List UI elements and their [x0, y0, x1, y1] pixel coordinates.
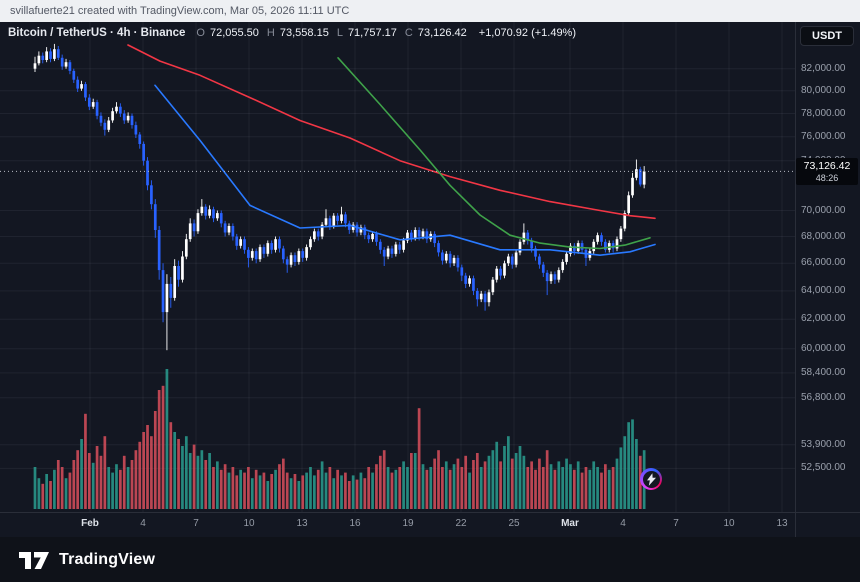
symbol-legend[interactable]: Bitcoin / TetherUS · 4h · Binance O 72,0…: [8, 27, 576, 39]
bottom-brand-bar: TradingView: [0, 537, 860, 582]
time-axis-label: 13: [296, 518, 308, 529]
time-axis-label: Mar: [561, 518, 579, 529]
time-axis-label: Feb: [81, 518, 99, 529]
lightning-button[interactable]: [640, 468, 662, 490]
time-axis-label: 16: [349, 518, 361, 529]
tradingview-logo-icon[interactable]: [17, 549, 51, 571]
price-axis-label: 76,000.00: [801, 130, 846, 142]
open-value: 72,055.50: [209, 27, 259, 39]
change-value: +1,070.92 (+1.49%): [478, 27, 577, 39]
attribution-bar: svillafuerte21 created with TradingView.…: [0, 0, 860, 22]
last-price-value: 73,126.42: [803, 160, 851, 173]
price-axis-label: 82,000.00: [801, 62, 846, 74]
last-price-label: 73,126.42 48:26: [796, 158, 858, 186]
symbol-title[interactable]: Bitcoin / TetherUS · 4h · Binance: [8, 27, 186, 39]
price-axis-label: 78,000.00: [801, 107, 846, 119]
time-axis-label: 4: [140, 518, 146, 529]
chart-pane[interactable]: [0, 22, 860, 537]
price-axis-label: 80,000.00: [801, 84, 846, 96]
lightning-icon: [642, 470, 660, 488]
price-axis-label: 64,000.00: [801, 284, 846, 296]
price-axis-label: 62,000.00: [801, 313, 846, 325]
time-axis-label: 10: [243, 518, 255, 529]
price-axis-label: 68,000.00: [801, 230, 846, 242]
price-axis-label: 66,000.00: [801, 257, 846, 269]
price-axis[interactable]: 82,000.0080,000.0078,000.0076,000.0074,0…: [796, 22, 860, 537]
open-label: O: [196, 27, 205, 39]
high-value: 73,558.15: [279, 27, 329, 39]
time-axis-label: 19: [402, 518, 414, 529]
close-label: C: [404, 27, 413, 39]
tradingview-wordmark[interactable]: TradingView: [59, 550, 156, 568]
time-axis-label: 4: [620, 518, 626, 529]
time-axis-label: 22: [455, 518, 467, 529]
close-value: 73,126.42: [417, 27, 467, 39]
low-label: L: [336, 27, 343, 39]
price-axis-label: 52,500.00: [801, 462, 846, 474]
chart-region: Bitcoin / TetherUS · 4h · Binance O 72,0…: [0, 22, 860, 537]
price-axis-label: 56,800.00: [801, 391, 846, 403]
time-axis[interactable]: Feb 4 7 10 13 16 19 22 25 Mar 4 7 10 13: [0, 513, 860, 537]
time-axis-label: 7: [193, 518, 199, 529]
price-axis-label: 58,400.00: [801, 366, 846, 378]
price-axis-label: 60,000.00: [801, 342, 846, 354]
attribution-text: svillafuerte21 created with TradingView.…: [10, 5, 350, 17]
time-axis-label: 25: [508, 518, 520, 529]
price-axis-label: 70,000.00: [801, 204, 846, 216]
currency-toggle-button[interactable]: USDT: [800, 26, 854, 46]
high-label: H: [266, 27, 275, 39]
time-axis-label: 7: [673, 518, 679, 529]
time-axis-label: 13: [776, 518, 788, 529]
low-value: 71,757.17: [347, 27, 397, 39]
price-axis-label: 53,900.00: [801, 438, 846, 450]
candle-countdown: 48:26: [815, 173, 839, 184]
time-axis-label: 10: [723, 518, 735, 529]
